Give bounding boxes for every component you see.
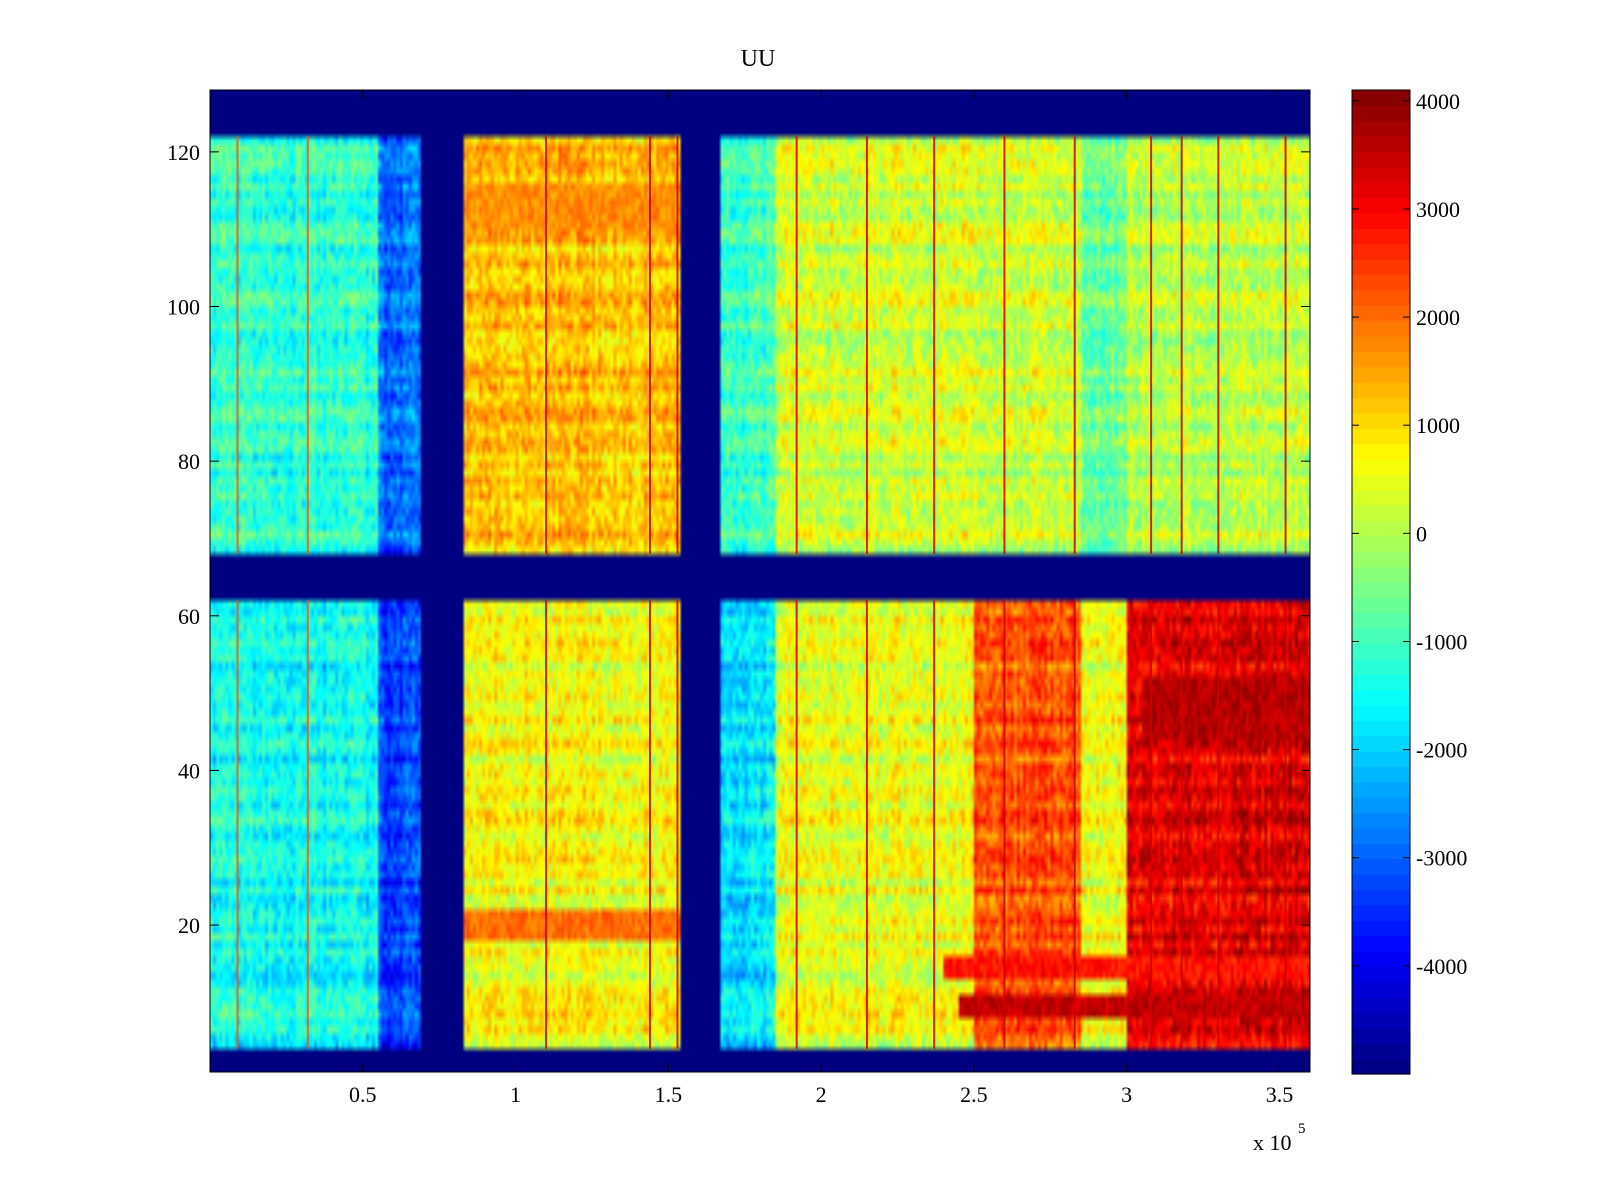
colorbar-swatch [1352, 858, 1410, 875]
colorbar-swatch [1352, 812, 1410, 829]
colorbar-swatch [1352, 935, 1410, 952]
colorbar-swatch [1352, 720, 1410, 737]
x-tick-label: 3 [1121, 1082, 1132, 1107]
colorbar-swatch [1352, 628, 1410, 645]
colorbar-swatch [1352, 166, 1410, 183]
colorbar-swatch [1352, 182, 1410, 199]
colorbar-tick-label: 4000 [1416, 89, 1460, 114]
x-tick-label: 2.5 [960, 1082, 988, 1107]
colorbar-swatch [1352, 674, 1410, 691]
colorbar-tick-label: 3000 [1416, 197, 1460, 222]
colorbar-swatch [1352, 1012, 1410, 1029]
colorbar-swatch [1352, 951, 1410, 967]
colorbar-swatch [1352, 305, 1410, 322]
colorbar-swatch [1352, 90, 1410, 106]
y-tick-label: 80 [178, 449, 200, 474]
colorbar-swatch [1352, 843, 1410, 860]
colorbar-swatch [1352, 797, 1410, 814]
colorbar-swatch [1352, 551, 1410, 568]
colorbar-swatch [1352, 981, 1410, 998]
colorbar-swatch [1352, 459, 1410, 475]
colorbar-swatch [1352, 751, 1410, 768]
colorbar-swatch [1352, 904, 1410, 921]
x-exponent-label: x 10 [1253, 1130, 1292, 1155]
colorbar-swatch [1352, 1058, 1410, 1075]
colorbar-swatch [1352, 351, 1410, 368]
colorbar-frame [1351, 89, 1411, 1075]
colorbar-swatch [1352, 689, 1410, 706]
colorbar-swatch [1352, 520, 1410, 537]
colorbar-swatch [1352, 597, 1410, 614]
x-tick-label: 0.5 [349, 1082, 377, 1107]
heatmap-plot-area [210, 90, 1310, 1072]
colorbar-tick-label: 0 [1416, 521, 1427, 546]
colorbar-swatch [1352, 566, 1410, 583]
colorbar-tick-label: -4000 [1416, 954, 1467, 979]
y-tick-label: 120 [167, 140, 200, 165]
colorbar-swatch [1352, 874, 1410, 891]
colorbar-swatch [1352, 966, 1410, 983]
colorbar-swatch [1352, 243, 1410, 260]
colorbar-swatch [1352, 505, 1410, 522]
colorbar-swatch [1352, 151, 1410, 168]
colorbar-swatch [1352, 197, 1410, 214]
colorbar-swatch [1352, 766, 1410, 783]
colorbar-tick-label: 2000 [1416, 305, 1460, 330]
x-exponent-power: 5 [1298, 1121, 1306, 1137]
colorbar-swatch [1352, 489, 1410, 506]
x-tick-label: 2 [816, 1082, 827, 1107]
y-tick-label: 60 [178, 604, 200, 629]
y-tick-label: 100 [167, 295, 200, 320]
colorbar-tick-label: -3000 [1416, 846, 1467, 871]
colorbar-swatch [1352, 1027, 1410, 1044]
colorbar-swatch [1352, 612, 1410, 629]
colorbar-swatch [1352, 366, 1410, 383]
colorbar-swatch [1352, 997, 1410, 1014]
colorbar-swatch [1352, 643, 1410, 660]
heatmap-cells [210, 90, 1310, 1072]
chart-title: UU [741, 46, 776, 72]
x-tick-label: 3.5 [1266, 1082, 1294, 1107]
colorbar-swatch [1352, 136, 1410, 153]
colorbar-swatch [1352, 228, 1410, 245]
colorbar-swatch [1352, 397, 1410, 414]
colorbar-swatch [1352, 658, 1410, 675]
colorbar-swatch [1352, 120, 1410, 137]
colorbar-swatch [1352, 382, 1410, 399]
colorbar-swatch [1352, 443, 1410, 460]
colorbar-swatch [1352, 320, 1410, 337]
colorbar-tick-label: 1000 [1416, 413, 1460, 438]
colorbar-swatch [1352, 889, 1410, 906]
colorbar-swatch [1352, 105, 1410, 122]
colorbar-swatch [1352, 474, 1410, 491]
colorbar-swatch [1352, 535, 1410, 552]
x-tick-label: 1.5 [655, 1082, 683, 1107]
colorbar-swatch [1352, 735, 1410, 752]
colorbar-swatch [1352, 428, 1410, 445]
axes: 0.5 1 1.5 2 2.5 3 3.5 20 40 60 80 100 120 [167, 90, 1310, 1107]
colorbar-swatch [1352, 828, 1410, 844]
colorbar-swatch [1352, 781, 1410, 798]
y-tick-label: 20 [178, 913, 200, 938]
colorbar-tick-label: -2000 [1416, 738, 1467, 763]
colorbar-swatch [1352, 582, 1410, 598]
colorbar-swatch [1352, 336, 1410, 352]
colorbar-swatch [1352, 920, 1410, 937]
colorbar-swatch [1352, 274, 1410, 291]
colorbar-swatch [1352, 412, 1410, 429]
colorbar-swatch [1352, 1043, 1410, 1060]
plot-frame [209, 89, 1311, 1073]
x-tick-label: 1 [510, 1082, 521, 1107]
colorbar-swatch [1352, 259, 1410, 276]
y-tick-label: 40 [178, 758, 200, 783]
colorbar: 4000 3000 2000 1000 0 -1000 -2000 -3000 -4000 [1351, 89, 1467, 1075]
colorbar-swatch [1352, 213, 1410, 229]
colorbar-swatch [1352, 705, 1410, 721]
colorbar-swatch [1352, 289, 1410, 306]
colorbar-tick-label: -1000 [1416, 629, 1467, 654]
